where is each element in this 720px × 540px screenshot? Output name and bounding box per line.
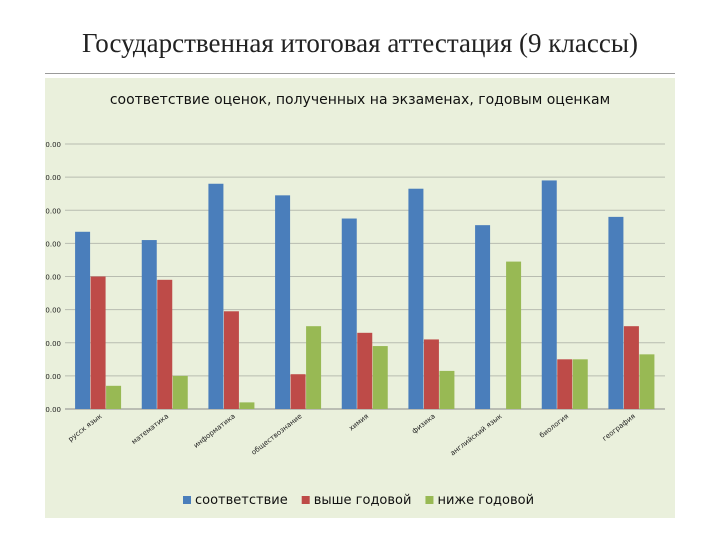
x-tick-label: русск язык <box>67 412 104 443</box>
bar <box>608 216 624 409</box>
bar <box>275 195 291 409</box>
legend-label: выше годовой <box>314 493 412 508</box>
legend-label: ниже годовой <box>437 493 534 508</box>
bar <box>475 225 491 409</box>
bar <box>357 332 373 409</box>
bar <box>208 183 224 409</box>
bar <box>306 326 322 409</box>
y-tick-label: 50.00 <box>45 240 61 248</box>
bar <box>408 188 424 409</box>
bar <box>157 279 173 409</box>
x-tick-label: обществознание <box>250 412 304 456</box>
x-tick-label: география <box>601 412 637 443</box>
y-tick-label: 0.00 <box>45 406 61 414</box>
x-axis-labels: русск язык математика информатика обществоз… <box>67 412 637 457</box>
bar <box>141 240 157 409</box>
slide-title: Государственная итоговая аттестация (9 к… <box>82 28 638 58</box>
x-tick-label: математика <box>130 412 170 446</box>
bar <box>423 339 439 409</box>
bar <box>372 346 388 409</box>
bar <box>541 180 557 409</box>
legend-swatch <box>183 496 191 504</box>
legend: соответствие выше годовой ниже годовой <box>183 493 534 508</box>
legend-swatch <box>425 496 434 504</box>
bar <box>223 311 239 409</box>
y-tick-label: 10.00 <box>45 373 61 381</box>
legend-swatch <box>301 496 310 504</box>
y-tick-label: 60.00 <box>45 207 61 215</box>
bar <box>341 218 357 409</box>
bar <box>506 261 522 409</box>
bar <box>557 359 573 409</box>
bar <box>172 375 188 409</box>
y-tick-label: 20.00 <box>45 340 61 348</box>
y-tick-label: 80.00 <box>45 141 61 149</box>
x-tick-label: английский язык <box>449 412 504 457</box>
bar-chart: соответствие оценок, полученных на экзам… <box>45 92 665 508</box>
bar <box>639 354 655 409</box>
x-tick-label: химия <box>347 412 370 432</box>
bars <box>75 180 655 409</box>
x-tick-label: биология <box>538 412 570 439</box>
bar <box>290 374 306 409</box>
x-tick-label: информатика <box>192 412 237 449</box>
y-tick-label: 70.00 <box>45 174 61 182</box>
title-divider <box>45 73 675 74</box>
bar <box>106 385 122 409</box>
y-tick-label: 40.00 <box>45 274 61 282</box>
bar <box>439 370 455 409</box>
bar <box>75 231 91 409</box>
bar <box>623 326 639 409</box>
legend-label: соответствие <box>195 493 288 508</box>
bar <box>90 276 106 409</box>
bar <box>239 402 255 409</box>
y-tick-label: 30.00 <box>45 307 61 315</box>
bar <box>572 359 588 409</box>
chart-title: соответствие оценок, полученных на экзам… <box>110 92 610 108</box>
x-tick-label: физика <box>410 412 436 435</box>
y-axis-ticks: 0.00 10.00 20.00 30.00 40.00 50.00 60.00 70.00 8… <box>45 141 61 414</box>
chart-panel: соответствие оценок, полученных на экзам… <box>45 78 675 518</box>
